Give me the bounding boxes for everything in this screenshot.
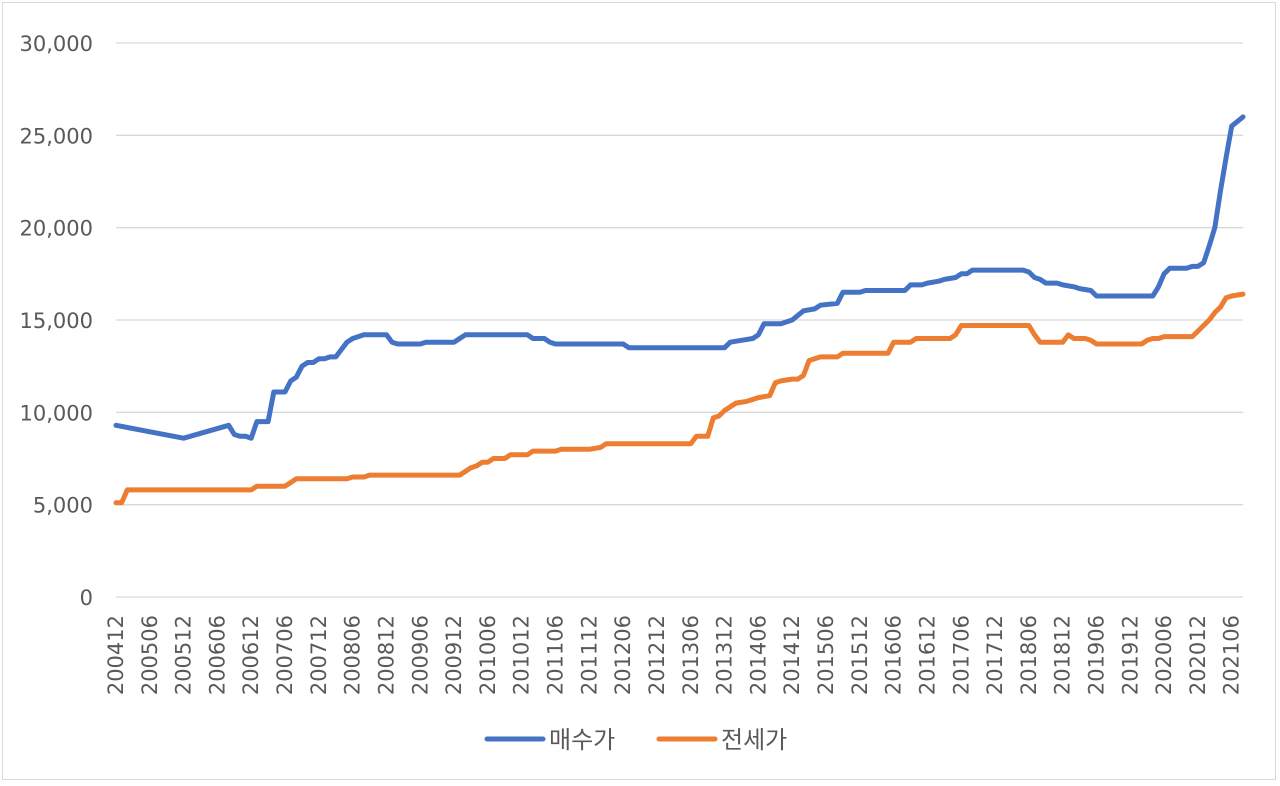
x-tick-label: 200606 bbox=[205, 615, 229, 695]
x-axis-tick-labels: 200412 200506 200512 200606 200612 200706 2007… bbox=[104, 615, 1244, 695]
y-tick-label: 30,000 bbox=[20, 32, 93, 56]
y-tick-label: 5,000 bbox=[33, 494, 93, 518]
x-tick-label: 201912 bbox=[1118, 615, 1142, 695]
x-tick-label: 201006 bbox=[476, 615, 500, 695]
x-tick-label: 201612 bbox=[915, 615, 939, 695]
x-tick-label: 202006 bbox=[1152, 615, 1176, 695]
x-tick-label: 201106 bbox=[544, 615, 568, 695]
x-tick-label: 201712 bbox=[983, 615, 1007, 695]
x-tick-label: 201606 bbox=[882, 615, 906, 695]
x-tick-label: 201206 bbox=[611, 615, 635, 695]
series-line-jeonse-price bbox=[113, 291, 1246, 506]
y-tick-label: 25,000 bbox=[20, 124, 93, 148]
x-tick-label: 200906 bbox=[408, 615, 432, 695]
y-axis-tick-labels: 0 5,000 10,000 15,000 20,000 25,000 30,000 bbox=[20, 32, 93, 610]
x-tick-label: 200706 bbox=[273, 615, 297, 695]
y-tick-label: 20,000 bbox=[20, 217, 93, 241]
x-tick-label: 201412 bbox=[780, 615, 804, 695]
x-tick-label: 201112 bbox=[577, 615, 601, 695]
x-tick-label: 201906 bbox=[1084, 615, 1108, 695]
x-tick-label: 202012 bbox=[1186, 615, 1210, 695]
legend-label: 전세가 bbox=[721, 726, 787, 754]
y-tick-label: 0 bbox=[80, 586, 93, 610]
x-tick-label: 201212 bbox=[645, 615, 669, 695]
legend: 매수가 전세가 bbox=[484, 726, 787, 754]
x-tick-label: 200806 bbox=[341, 615, 365, 695]
line-chart: 0 5,000 10,000 15,000 20,000 25,000 30,000 200… bbox=[20, 32, 1246, 754]
y-tick-label: 15,000 bbox=[20, 309, 93, 333]
x-tick-label: 202106 bbox=[1220, 615, 1244, 695]
x-tick-label: 200506 bbox=[138, 615, 162, 695]
x-tick-label: 201312 bbox=[713, 615, 737, 695]
x-tick-label: 200812 bbox=[374, 615, 398, 695]
x-tick-label: 200412 bbox=[104, 615, 128, 695]
x-tick-label: 201806 bbox=[1017, 615, 1041, 695]
x-tick-label: 201012 bbox=[510, 615, 534, 695]
series-lines bbox=[113, 114, 1246, 506]
x-tick-label: 201306 bbox=[679, 615, 703, 695]
x-tick-label: 201706 bbox=[949, 615, 973, 695]
x-tick-label: 201512 bbox=[848, 615, 872, 695]
x-tick-label: 200612 bbox=[239, 615, 263, 695]
y-tick-label: 10,000 bbox=[20, 401, 93, 425]
x-tick-label: 200912 bbox=[442, 615, 466, 695]
x-tick-label: 200512 bbox=[172, 615, 196, 695]
legend-label: 매수가 bbox=[549, 726, 615, 754]
x-tick-label: 201506 bbox=[814, 615, 838, 695]
series-line-purchase-price bbox=[113, 114, 1246, 441]
x-tick-label: 201406 bbox=[746, 615, 770, 695]
x-tick-label: 201812 bbox=[1051, 615, 1075, 695]
x-tick-label: 200712 bbox=[307, 615, 331, 695]
gridlines bbox=[116, 42, 1243, 598]
